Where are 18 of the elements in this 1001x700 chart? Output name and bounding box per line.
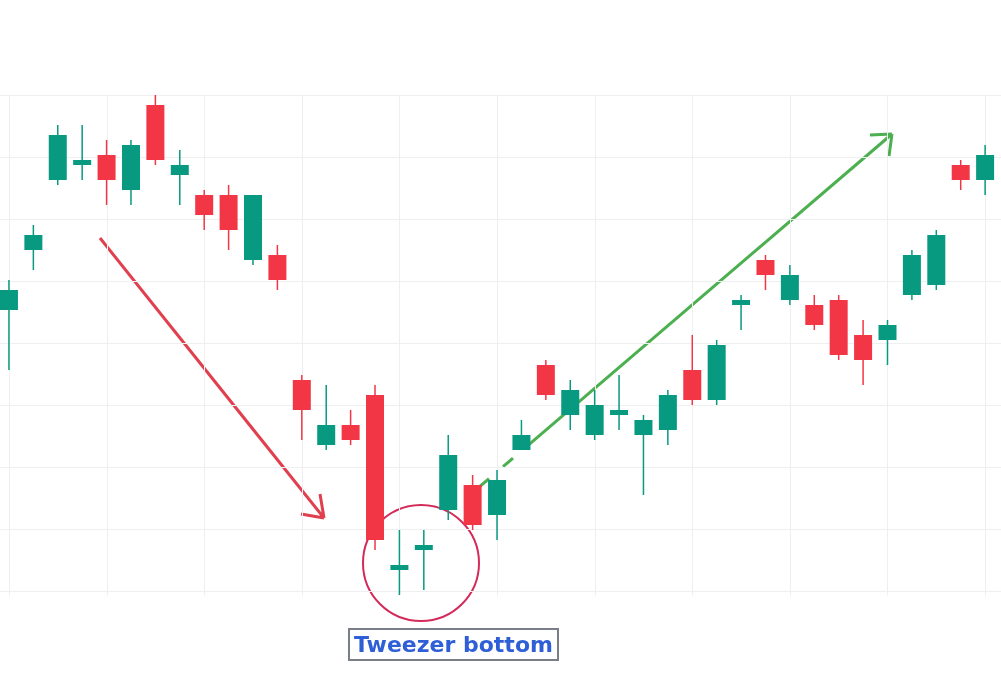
- candlestick: [756, 254, 775, 291]
- candlestick: [24, 224, 43, 271]
- candlestick: [634, 414, 653, 496]
- candlestick: [170, 149, 189, 206]
- candlestick: [512, 419, 531, 451]
- candlestick: [0, 279, 18, 371]
- candlestick: [317, 384, 336, 451]
- candlestick: [390, 529, 409, 596]
- candlestick: [610, 374, 629, 431]
- candlestick: [951, 159, 970, 191]
- text: Tweezer bottom: [354, 632, 553, 657]
- candlestick: [73, 124, 92, 181]
- candlestick: [732, 294, 751, 331]
- candlestick: [341, 409, 360, 446]
- candlestick: [878, 319, 897, 366]
- candlestick: [414, 529, 433, 591]
- candlestick: [805, 294, 824, 331]
- candlestick: [195, 189, 214, 231]
